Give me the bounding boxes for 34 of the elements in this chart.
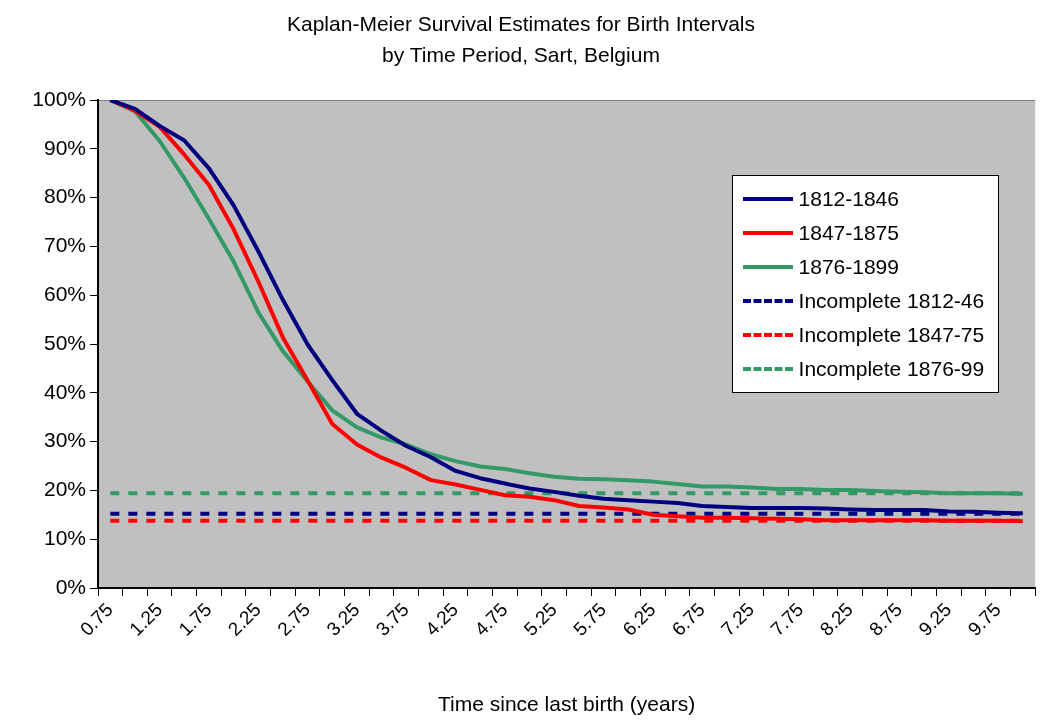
x-tick-label: 0.75 bbox=[75, 598, 117, 640]
y-tick-label: 50% bbox=[43, 330, 86, 354]
legend-label: 1876-1899 bbox=[798, 255, 899, 279]
x-tick-label: 7.25 bbox=[717, 598, 759, 640]
x-tick-label: 4.75 bbox=[470, 598, 512, 640]
y-tick-label: 0% bbox=[55, 574, 86, 598]
x-tick-label: 6.75 bbox=[667, 598, 709, 640]
x-tick-label: 9.25 bbox=[914, 598, 956, 640]
legend-label: 1812-1846 bbox=[798, 187, 899, 211]
y-tick-label: 60% bbox=[43, 282, 86, 305]
legend-label: 1847-1875 bbox=[798, 221, 899, 245]
y-tick-label: 30% bbox=[43, 428, 86, 452]
x-tick-label: 4.25 bbox=[421, 598, 463, 640]
x-axis-title: Time since last birth (years) bbox=[438, 692, 696, 716]
x-tick-label: 3.25 bbox=[322, 598, 364, 640]
x-tick-label: 8.25 bbox=[815, 598, 857, 640]
legend-label: Incomplete 1847-75 bbox=[798, 323, 985, 347]
chart-title: Kaplan-Meier Survival Estimates for Birth Intervals by Time Period, Sart, Belgium bbox=[286, 11, 756, 68]
x-tick-label: 6.25 bbox=[618, 598, 660, 640]
y-tick-label: 70% bbox=[43, 233, 86, 257]
legend-label: Incomplete 1876-99 bbox=[798, 357, 985, 381]
y-tick-label: 20% bbox=[43, 477, 86, 501]
x-tick-label: 5.75 bbox=[569, 598, 611, 640]
x-tick-label: 8.75 bbox=[865, 598, 907, 640]
y-tick-label: 40% bbox=[43, 379, 86, 403]
x-tick-label: 9.75 bbox=[963, 598, 1005, 640]
y-tick-label: 100% bbox=[32, 86, 86, 110]
x-tick-label: 7.75 bbox=[766, 598, 808, 640]
legend-label: Incomplete 1812-46 bbox=[798, 289, 985, 313]
x-tick-label: 5.25 bbox=[519, 598, 561, 640]
x-tick-label: 3.75 bbox=[371, 598, 413, 640]
y-tick-label: 10% bbox=[43, 526, 86, 549]
y-tick-label: 90% bbox=[43, 135, 86, 159]
y-tick-label: 80% bbox=[43, 184, 86, 208]
